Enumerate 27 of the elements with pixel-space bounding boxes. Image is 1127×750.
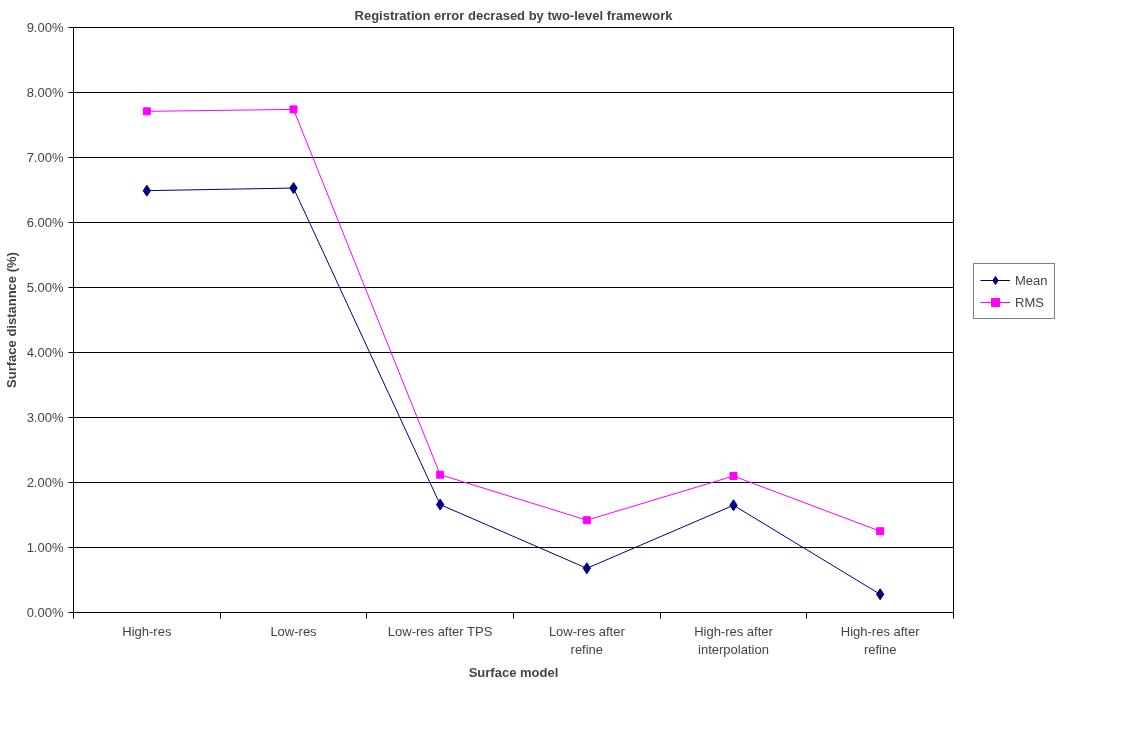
y-tick-label: 1.00% (26, 540, 64, 555)
y-tick-label: 2.00% (26, 475, 64, 490)
y-tick-label: 3.00% (26, 410, 64, 425)
point (582, 516, 591, 525)
chart-title: Registration error decrased by two-level framework (354, 7, 674, 23)
x-tick-label: Low-res after TPS (387, 623, 493, 639)
x-tick-label: High-res after interpolation (694, 623, 774, 657)
y-tick-label: 6.00% (26, 215, 64, 230)
point (436, 470, 445, 479)
y-axis-title: Surface distannce (%) (3, 252, 19, 388)
x-tick-label: High-res after refine (840, 623, 921, 657)
x-tick-label: Low-res after refine (548, 623, 626, 657)
point (289, 105, 298, 114)
y-tick-label: 9.00% (26, 20, 64, 35)
y-tick-label: 0.00% (26, 605, 64, 620)
x-axis-title: Surface model (468, 664, 559, 680)
y-tick-label: 8.00% (26, 85, 64, 100)
x-tick-label: High-res (122, 623, 172, 639)
x-tick-label: Low-res (270, 623, 318, 639)
point (142, 107, 151, 116)
point (729, 472, 738, 480)
y-tick-label: 4.00% (26, 345, 64, 360)
point (876, 527, 885, 536)
y-tick-label: 5.00% (26, 280, 64, 295)
y-tick-label: 7.00% (26, 150, 64, 165)
legend-label: Mean (1015, 272, 1048, 288)
legend-label: RMS (1015, 294, 1044, 310)
